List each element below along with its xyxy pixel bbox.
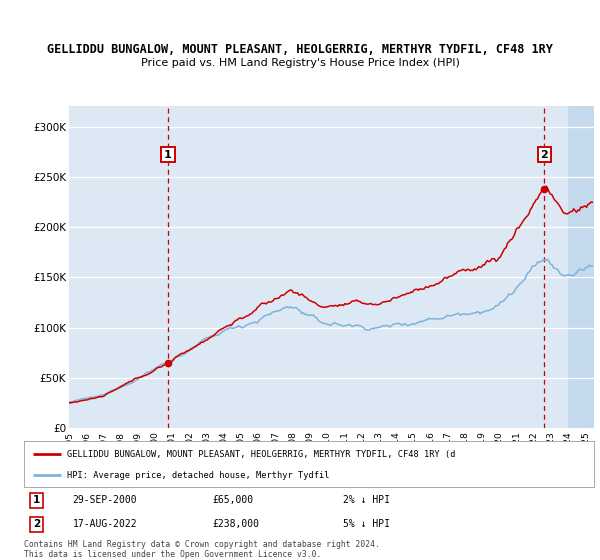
Text: Contains HM Land Registry data © Crown copyright and database right 2024.
This d: Contains HM Land Registry data © Crown c… [24, 540, 380, 559]
Text: £238,000: £238,000 [212, 519, 259, 529]
Text: HPI: Average price, detached house, Merthyr Tydfil: HPI: Average price, detached house, Mert… [67, 471, 329, 480]
Text: Price paid vs. HM Land Registry's House Price Index (HPI): Price paid vs. HM Land Registry's House … [140, 58, 460, 68]
Text: 2: 2 [33, 519, 40, 529]
Bar [568, 106, 594, 428]
Text: 17-AUG-2022: 17-AUG-2022 [73, 519, 137, 529]
Text: 2% ↓ HPI: 2% ↓ HPI [343, 496, 390, 506]
Text: £65,000: £65,000 [212, 496, 253, 506]
Text: 2: 2 [541, 150, 548, 160]
Text: 29-SEP-2000: 29-SEP-2000 [73, 496, 137, 506]
Bar [568, 106, 594, 428]
Text: 1: 1 [164, 150, 172, 160]
Text: 1: 1 [33, 496, 40, 506]
Text: GELLIDDU BUNGALOW, MOUNT PLEASANT, HEOLGERRIG, MERTHYR TYDFIL, CF48 1RY (d: GELLIDDU BUNGALOW, MOUNT PLEASANT, HEOLG… [67, 450, 455, 459]
Text: GELLIDDU BUNGALOW, MOUNT PLEASANT, HEOLGERRIG, MERTHYR TYDFIL, CF48 1RY: GELLIDDU BUNGALOW, MOUNT PLEASANT, HEOLG… [47, 43, 553, 56]
Text: 5% ↓ HPI: 5% ↓ HPI [343, 519, 390, 529]
